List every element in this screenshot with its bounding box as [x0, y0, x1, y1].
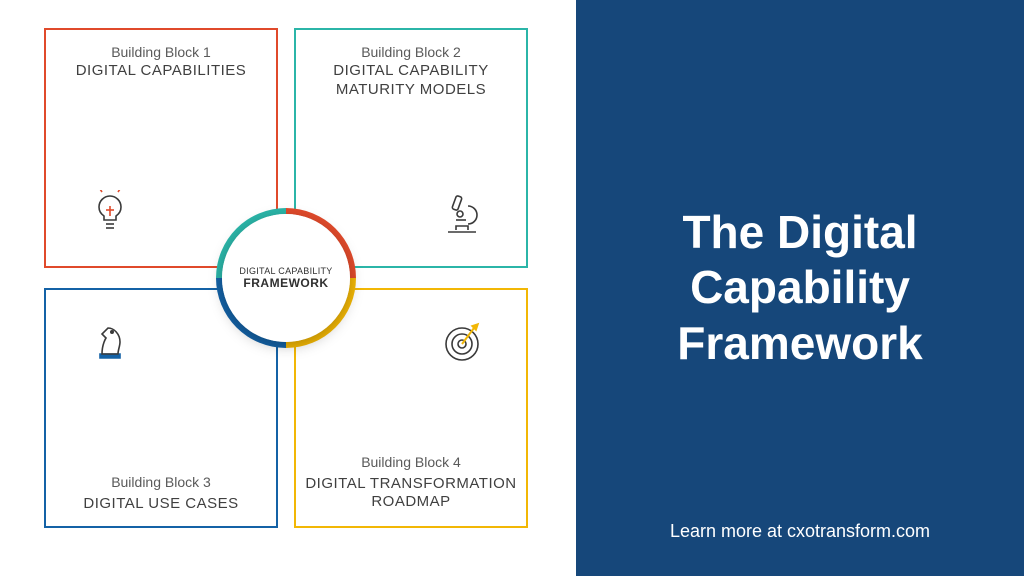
center-circle: DIGITAL CAPABILITY FRAMEWORK: [222, 214, 350, 342]
microscope-icon: [438, 190, 486, 238]
lightbulb-icon: [86, 190, 134, 238]
center-label-2: FRAMEWORK: [243, 276, 328, 290]
q1-sublabel: Building Block 1: [46, 44, 276, 60]
target-icon: [438, 318, 486, 366]
framework-diagram: Building Block 1 DIGITAL CAPABILITIES Bu…: [44, 28, 544, 538]
q2-title: DIGITAL CAPABILITYMATURITY MODELS: [296, 62, 526, 100]
diagram-panel: Building Block 1 DIGITAL CAPABILITIES Bu…: [0, 0, 576, 576]
q4-sublabel: Building Block 4: [296, 454, 526, 470]
q1-title: DIGITAL CAPABILITIES: [46, 62, 276, 79]
q2-sublabel: Building Block 2: [296, 44, 526, 60]
q4-title: DIGITAL TRANSFORMATIONROADMAP: [296, 475, 526, 513]
chess-knight-icon: [86, 318, 134, 366]
center-label-1: DIGITAL CAPABILITY: [239, 266, 332, 276]
main-title: The Digital Capability Framework: [612, 205, 988, 371]
q3-sublabel: Building Block 3: [46, 474, 276, 490]
cta-subtitle: Learn more at cxotransform.com: [670, 521, 930, 542]
title-panel: The Digital Capability Framework Learn m…: [576, 0, 1024, 576]
q3-title: DIGITAL USE CASES: [46, 495, 276, 512]
